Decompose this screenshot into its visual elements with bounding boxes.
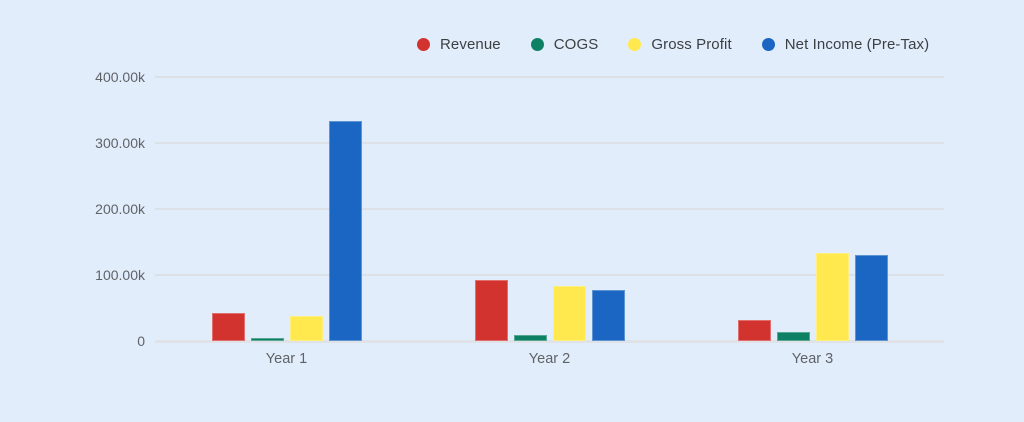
gridline-200-00k: [155, 208, 944, 210]
legend-label: Revenue: [440, 36, 501, 53]
legend-color-dot-icon: [530, 38, 544, 51]
legend-color-dot-icon: [761, 38, 775, 51]
bar-gross-profit-year-1[interactable]: [289, 315, 323, 341]
legend-label: Net Income (Pre-Tax): [784, 36, 930, 53]
x-axis-baseline: [155, 340, 944, 343]
legend-color-dot-icon: [417, 38, 430, 51]
y-axis-tick-label: 300.00k: [95, 135, 145, 151]
legend-label: Gross Profit: [651, 36, 732, 53]
gridline-300-00k: [155, 142, 944, 144]
y-axis-tick-label: 0: [137, 333, 145, 349]
chart-legend: Revenue COGS Gross Profit Net Income (Pre-T…: [417, 36, 929, 53]
y-axis-tick-label: 200.00k: [95, 201, 145, 217]
plot-area: 0 100.00k 200.00k 300.00k 400.00k Year 1 Year …: [95, 69, 944, 367]
y-axis-tick-label: 400.00k: [95, 69, 145, 85]
x-axis-label-year-1: Year 1: [265, 351, 308, 367]
legend-item-gross-profit[interactable]: Gross Profit: [628, 36, 732, 53]
legend-item-net-income-pre-tax[interactable]: Net Income (Pre-Tax): [761, 36, 930, 53]
bar-cogs-year-1[interactable]: [250, 338, 284, 341]
bar-net-income-pre-tax-year-3[interactable]: [854, 255, 888, 341]
bar-gross-profit-year-2[interactable]: [552, 286, 586, 341]
x-axis-label-year-3: Year 3: [791, 351, 834, 367]
y-axis-tick-label: 100.00k: [95, 267, 145, 283]
legend-color-dot-icon: [628, 38, 642, 51]
bar-revenue-year-3[interactable]: [737, 319, 771, 341]
bar-net-income-pre-tax-year-2[interactable]: [591, 289, 625, 341]
gridline-400-00k: [155, 76, 944, 78]
legend-label: COGS: [553, 36, 599, 53]
legend-item-revenue[interactable]: Revenue: [417, 36, 501, 53]
bar-gross-profit-year-3[interactable]: [815, 252, 849, 341]
gridline-100-00k: [155, 274, 944, 276]
bar-net-income-pre-tax-year-1[interactable]: [328, 121, 362, 341]
x-axis-label-year-2: Year 2: [528, 351, 571, 367]
bar-cogs-year-2[interactable]: [513, 335, 547, 341]
bar-revenue-year-1[interactable]: [211, 312, 245, 341]
legend-item-cogs[interactable]: COGS: [530, 36, 599, 53]
bar-cogs-year-3[interactable]: [776, 331, 810, 341]
bar-revenue-year-2[interactable]: [474, 280, 508, 341]
